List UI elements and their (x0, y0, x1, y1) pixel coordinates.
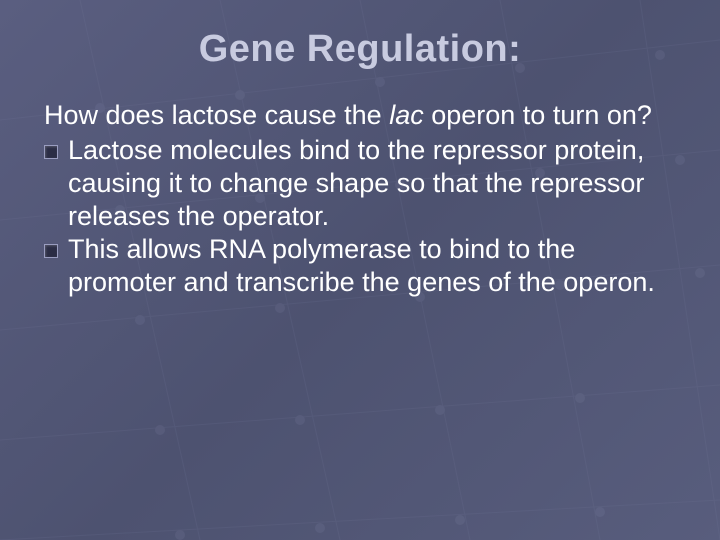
intro-prefix: How does lactose cause the (44, 100, 389, 130)
slide-body: How does lactose cause the lac operon to… (40, 99, 680, 299)
slide-container: Gene Regulation: How does lactose cause … (0, 0, 720, 540)
bullet-text: Lactose molecules bind to the repressor … (68, 135, 644, 231)
intro-question: How does lactose cause the lac operon to… (44, 99, 676, 132)
bullet-text: This allows RNA polymerase to bind to th… (68, 234, 655, 297)
bullet-item: This allows RNA polymerase to bind to th… (44, 233, 676, 299)
intro-italic-term: lac (389, 100, 424, 130)
slide-title: Gene Regulation: (40, 28, 680, 71)
bullet-item: Lactose molecules bind to the repressor … (44, 134, 676, 233)
intro-suffix: operon to turn on? (424, 100, 652, 130)
